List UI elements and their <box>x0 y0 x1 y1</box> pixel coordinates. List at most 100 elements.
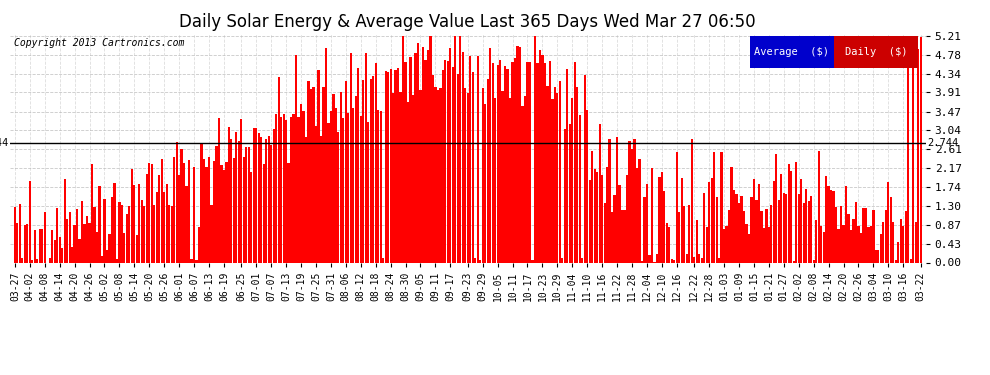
Bar <box>49 258 50 262</box>
Bar <box>741 196 742 262</box>
Bar <box>148 163 150 262</box>
Bar <box>265 139 267 262</box>
Bar <box>297 117 300 262</box>
Bar <box>203 159 205 262</box>
Bar <box>136 235 138 262</box>
Bar <box>494 98 496 262</box>
Bar <box>153 205 155 262</box>
Bar <box>407 102 409 262</box>
Bar <box>499 60 501 262</box>
Bar <box>721 152 723 262</box>
Bar <box>459 36 461 262</box>
Bar <box>372 76 374 262</box>
Bar <box>877 250 879 262</box>
Bar <box>307 81 310 262</box>
Bar <box>108 234 111 262</box>
Bar <box>352 108 354 262</box>
Bar <box>629 141 631 262</box>
Bar <box>392 93 394 262</box>
Bar <box>733 190 736 262</box>
Bar <box>367 122 369 262</box>
Bar <box>340 92 342 262</box>
Bar <box>844 186 847 262</box>
Bar <box>129 207 131 262</box>
Bar <box>208 157 210 262</box>
Bar <box>907 56 910 262</box>
Bar <box>98 186 101 262</box>
FancyBboxPatch shape <box>749 36 834 68</box>
Bar <box>464 88 466 262</box>
Bar <box>798 194 800 262</box>
Bar <box>330 111 332 262</box>
Bar <box>113 183 116 262</box>
Bar <box>900 219 902 262</box>
Bar <box>37 259 39 262</box>
Bar <box>484 104 486 262</box>
Bar <box>586 110 588 262</box>
Bar <box>131 169 133 262</box>
Bar <box>553 87 556 262</box>
Bar <box>514 58 516 262</box>
Bar <box>215 146 218 262</box>
Bar <box>88 223 91 262</box>
Bar <box>706 227 708 262</box>
Bar <box>606 167 608 262</box>
Bar <box>696 220 698 262</box>
Bar <box>803 203 805 262</box>
Bar <box>636 168 639 262</box>
Text: 2.744: 2.744 <box>0 138 9 148</box>
Bar <box>193 167 195 262</box>
Bar <box>257 133 259 262</box>
Bar <box>425 60 427 262</box>
Bar <box>16 222 19 262</box>
Bar <box>556 93 558 262</box>
Bar <box>539 50 542 262</box>
Bar <box>611 212 613 262</box>
Bar <box>862 208 864 262</box>
Bar <box>785 194 787 262</box>
Bar <box>838 229 840 262</box>
Bar <box>738 203 741 262</box>
Bar <box>910 259 912 262</box>
Bar <box>793 261 795 262</box>
Bar <box>362 80 364 262</box>
Bar <box>343 118 345 262</box>
Bar <box>106 250 108 262</box>
Bar <box>39 229 41 262</box>
Bar <box>446 61 449 262</box>
Bar <box>223 170 225 262</box>
Bar <box>497 65 499 262</box>
Bar <box>825 176 828 262</box>
Text: 2.744: 2.744 <box>927 138 958 148</box>
Bar <box>568 124 571 262</box>
Bar <box>576 87 578 262</box>
Bar <box>563 129 566 262</box>
Bar <box>726 225 728 262</box>
Bar <box>745 224 747 262</box>
Bar <box>509 98 511 262</box>
Bar <box>747 234 750 262</box>
Bar <box>773 181 775 262</box>
Bar <box>723 229 726 262</box>
Bar <box>648 255 650 262</box>
Bar <box>213 162 215 262</box>
Bar <box>180 148 183 262</box>
Bar <box>481 88 484 262</box>
Bar <box>813 260 815 262</box>
Bar <box>384 71 387 262</box>
Bar <box>121 206 123 262</box>
Bar <box>86 216 88 262</box>
Bar <box>750 197 752 262</box>
Bar <box>905 211 907 262</box>
Bar <box>238 141 240 262</box>
Bar <box>412 95 414 262</box>
Bar <box>315 126 317 262</box>
Bar <box>53 240 55 262</box>
Bar <box>185 186 188 262</box>
Bar <box>295 55 297 262</box>
Bar <box>512 62 514 262</box>
Bar <box>91 164 93 262</box>
Bar <box>476 56 479 262</box>
Bar <box>255 128 257 262</box>
Bar <box>461 52 464 262</box>
